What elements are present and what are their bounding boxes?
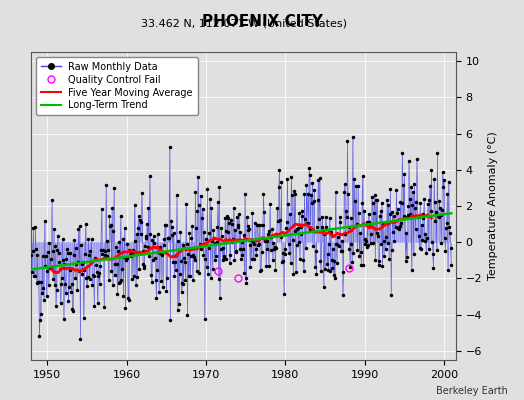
- Title: 33.462 N, 112.071 W (United States): 33.462 N, 112.071 W (United States): [140, 19, 347, 29]
- Text: PHOENIX CITY: PHOENIX CITY: [202, 14, 322, 29]
- Text: Berkeley Earth: Berkeley Earth: [436, 386, 508, 396]
- Y-axis label: Temperature Anomaly (°C): Temperature Anomaly (°C): [488, 132, 498, 280]
- Legend: Raw Monthly Data, Quality Control Fail, Five Year Moving Average, Long-Term Tren: Raw Monthly Data, Quality Control Fail, …: [36, 57, 198, 115]
